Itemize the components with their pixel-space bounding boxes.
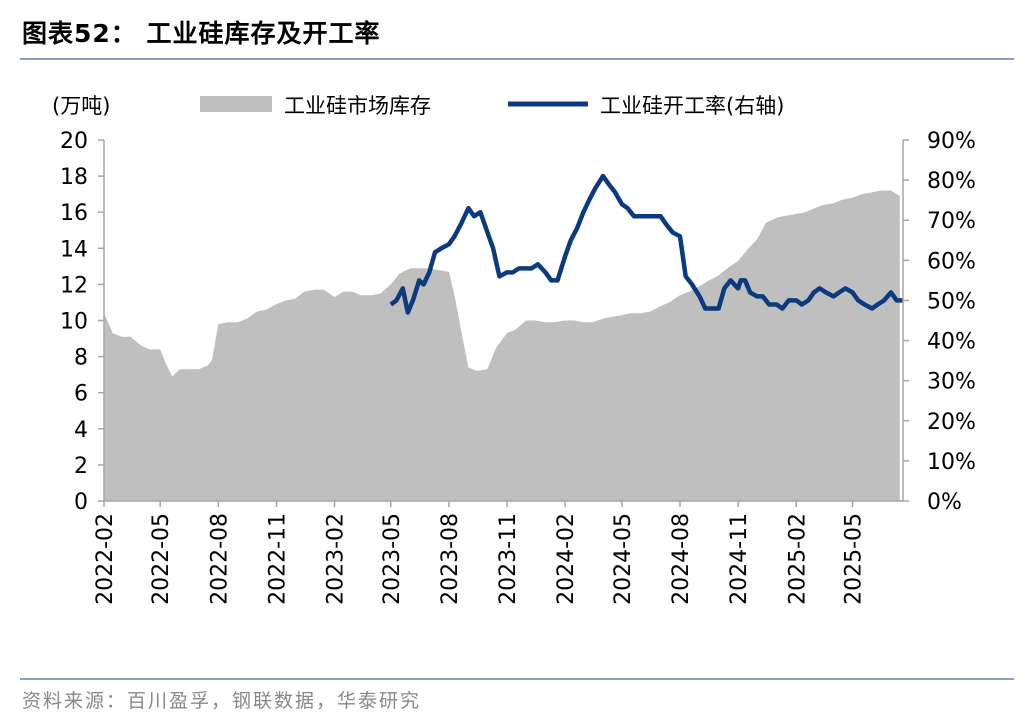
y-right-tick-label: 80% <box>927 169 976 194</box>
x-tick-label: 2024-05 <box>611 513 636 605</box>
y-right-tick-label: 0% <box>927 490 962 515</box>
series-line-utilization <box>389 173 903 315</box>
y-right-tick-label: 20% <box>927 410 976 435</box>
x-tick-label: 2024-02 <box>554 513 579 605</box>
series-area-inventory <box>104 190 900 501</box>
y-right-tick-label: 70% <box>927 209 976 234</box>
legend-label-utilization: 工业硅开工率(右轴) <box>600 94 784 118</box>
y-right-tick-label: 90% <box>927 129 976 154</box>
y-left-tick-label: 4 <box>74 418 88 443</box>
x-tick-label: 2024-11 <box>727 513 752 605</box>
y-left-tick-label: 2 <box>74 454 88 479</box>
y-left-tick-label: 18 <box>60 165 88 190</box>
utilization-line-group <box>389 173 903 315</box>
legend: (万吨) 工业硅市场库存 工业硅开工率(右轴) <box>52 94 784 118</box>
inventory-area-group <box>104 190 900 501</box>
y-left-tick-label: 14 <box>60 237 88 262</box>
title-rule <box>20 58 1014 60</box>
figure-title: 图表52： 工业硅库存及开工率 <box>22 19 381 48</box>
y-left-tick-label: 0 <box>74 490 88 515</box>
left-axis-unit: (万吨) <box>52 94 110 118</box>
x-tick-label: 2025-02 <box>785 513 810 605</box>
y-right-tick-label: 30% <box>927 370 976 395</box>
axes-group: 0 2 4 6 8 10 12 14 16 18 20 0% 10% 20% 30% 40% 50% 60% 70%… <box>60 129 976 605</box>
y-right-tick-label: 10% <box>927 450 976 475</box>
y-right-tick-label: 60% <box>927 249 976 274</box>
x-tick-label: 2023-11 <box>496 513 521 605</box>
x-tick-label: 2022-02 <box>93 513 118 605</box>
source-note: 资料来源：百川盈孚，钢联数据，华泰研究 <box>22 690 422 712</box>
y-right-tick-label: 50% <box>927 289 976 314</box>
x-tick-label: 2024-08 <box>669 513 694 605</box>
y-right-tick-label: 40% <box>927 330 976 355</box>
chart: 0 2 4 6 8 10 12 14 16 18 20 0% 10% 20% 30% 40% 50% 60% 70%… <box>52 94 976 605</box>
y-left-tick-label: 8 <box>74 346 88 371</box>
x-tick-label: 2025-05 <box>842 513 867 605</box>
legend-swatch-inventory <box>200 96 272 112</box>
x-tick-label: 2023-05 <box>380 513 405 605</box>
y-left-tick-label: 10 <box>60 310 88 335</box>
x-tick-label: 2023-08 <box>438 513 463 605</box>
legend-label-inventory: 工业硅市场库存 <box>284 94 431 118</box>
y-left-tick-label: 12 <box>60 273 88 298</box>
source-rule <box>20 678 1014 680</box>
y-left-tick-label: 16 <box>60 201 88 226</box>
x-tick-label: 2023-02 <box>324 513 349 605</box>
x-tick-label: 2022-11 <box>265 513 290 605</box>
y-left-tick-label: 6 <box>74 382 88 407</box>
y-left-tick-label: 20 <box>60 129 88 154</box>
x-tick-label: 2022-05 <box>149 513 174 605</box>
x-tick-label: 2022-08 <box>207 513 232 605</box>
